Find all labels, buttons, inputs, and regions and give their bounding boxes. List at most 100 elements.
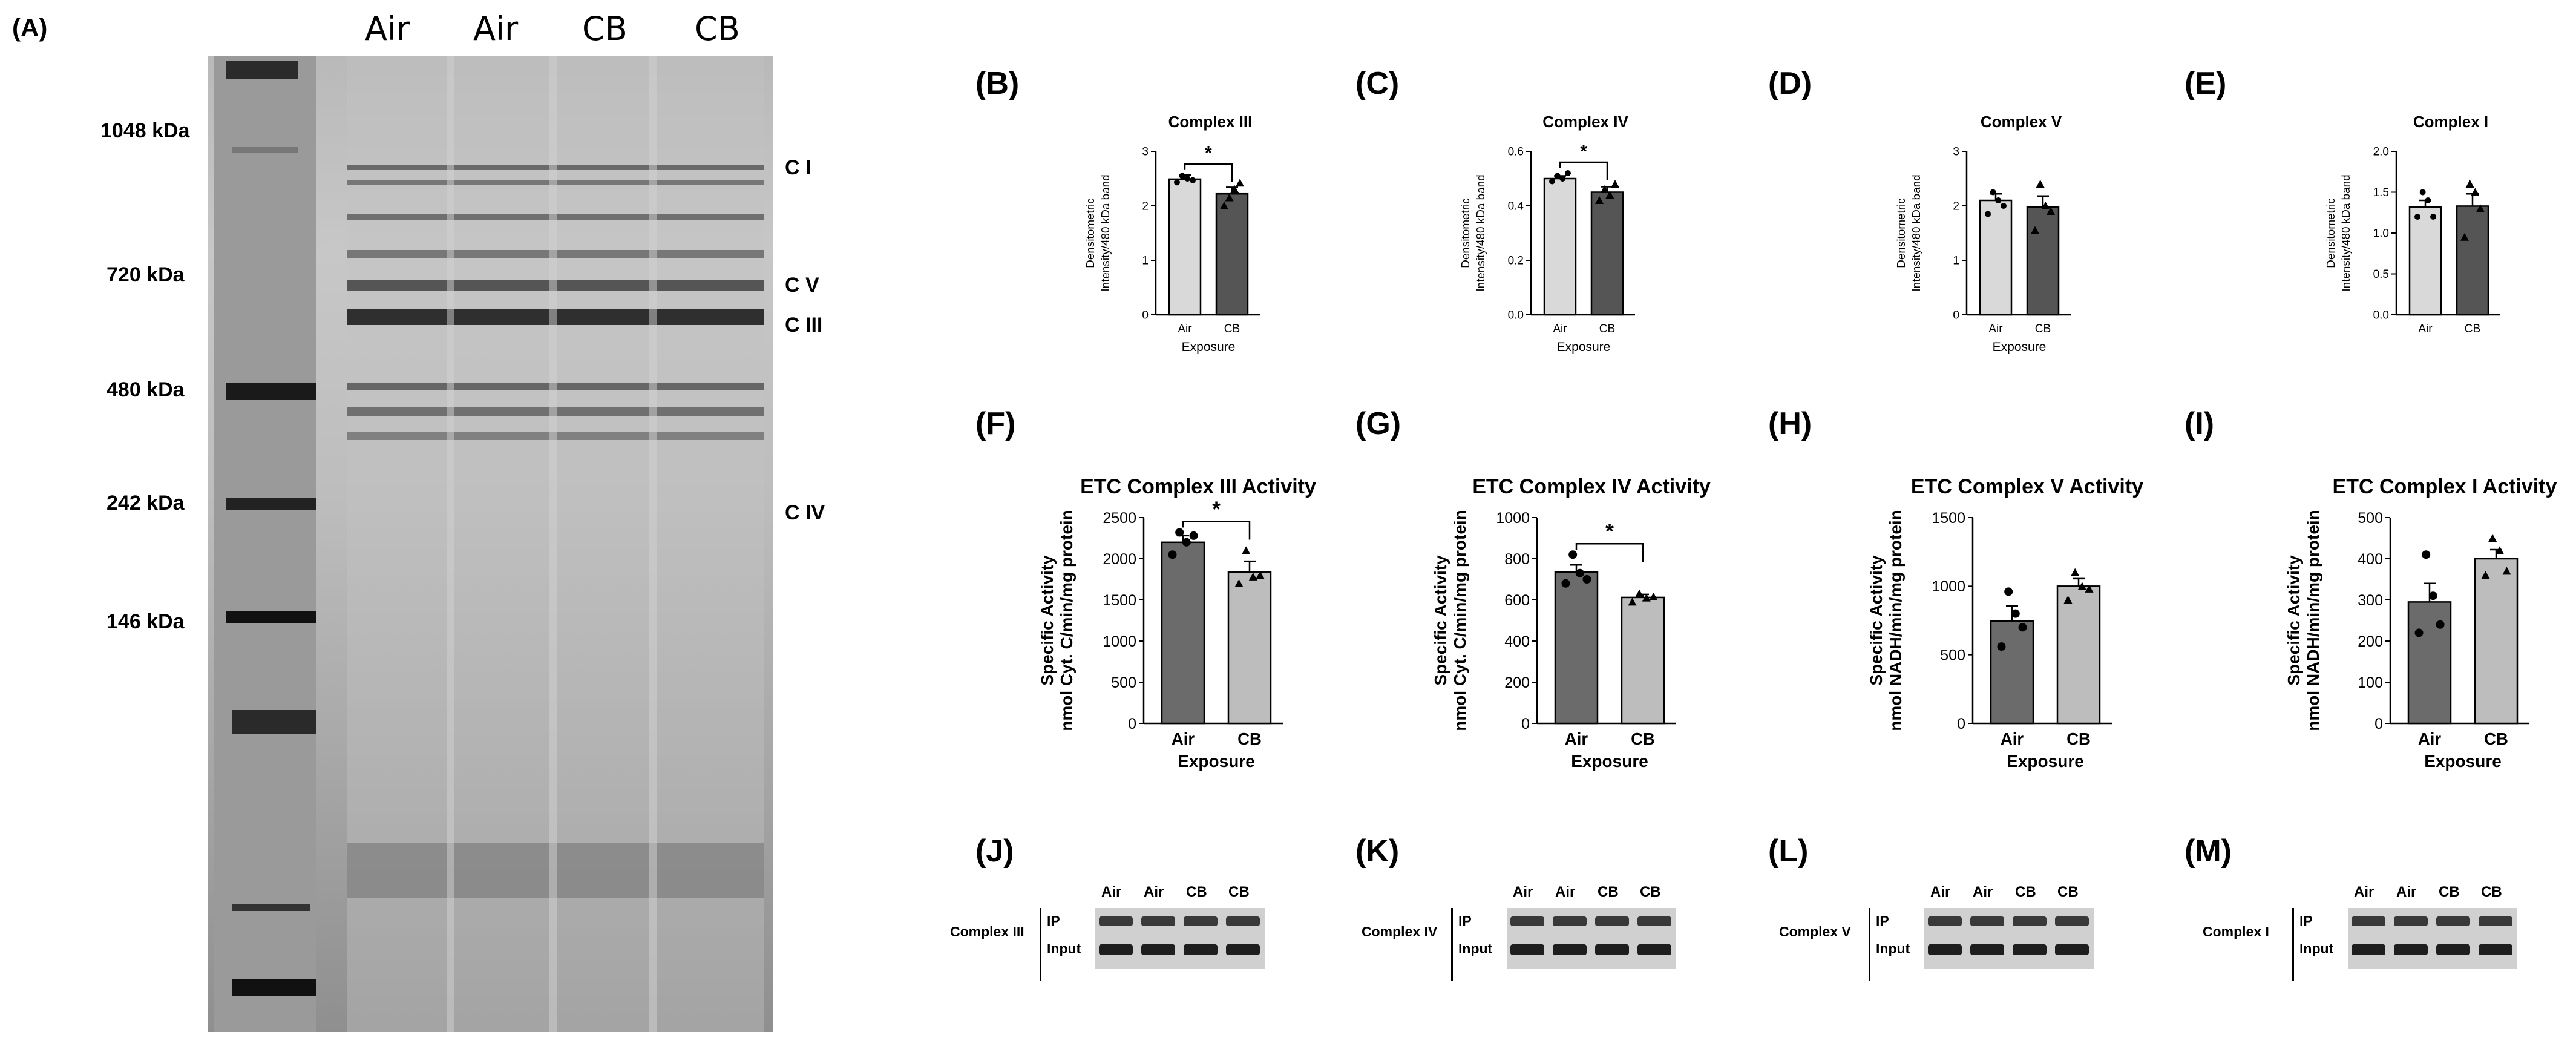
blot-band xyxy=(1099,916,1133,926)
y-axis-label: Densitometric xyxy=(1895,198,1908,268)
bar xyxy=(1590,191,1624,316)
blot-band xyxy=(2013,916,2047,926)
data-point xyxy=(1234,579,1244,587)
y-axis-label: Densitometric xyxy=(1460,198,1472,268)
blot-lane-label: Air xyxy=(2396,884,2417,900)
blot-row-label: IP xyxy=(2299,913,2313,929)
y-tick-label: 400 xyxy=(2358,551,2383,568)
data-point xyxy=(1642,593,1651,602)
data-point xyxy=(2031,226,2039,234)
blot-lane-label: CB xyxy=(2057,884,2079,900)
complex-tag: C IV xyxy=(785,501,825,524)
y-tick-label: 1000 xyxy=(1496,510,1530,527)
blot-complex-label: Complex IV xyxy=(1362,924,1438,939)
bar-chart-complex-v: Complex V 0 1 2 3 Densitometric Intensity/480 … xyxy=(1895,113,2071,354)
blot-lane-label: Air xyxy=(1513,884,1533,900)
mw-marker: 480 kDa xyxy=(107,378,185,401)
data-point xyxy=(1179,173,1185,179)
blot-band xyxy=(2394,944,2428,955)
y-axis-label: Densitometric xyxy=(1084,198,1097,268)
blot-band xyxy=(1553,944,1587,955)
bar xyxy=(2026,206,2060,316)
activity-chart-complex-iii: ETC Complex III Activity 0 500 1000 1500 2000… xyxy=(1038,475,1316,771)
blot-image xyxy=(1924,908,2094,969)
y-tick-label: 0.6 xyxy=(1508,146,1524,159)
y-tick-label: 1500 xyxy=(1103,592,1136,609)
complex-tag: C V xyxy=(785,274,819,297)
y-tick-label: 1000 xyxy=(1932,578,1965,595)
data-point xyxy=(1559,176,1566,182)
y-axis-label: Intensity/480 kDa band xyxy=(1910,174,1923,291)
y-tick-label: 0.4 xyxy=(1508,200,1524,213)
gel-bands xyxy=(214,56,764,1032)
y-tick-label: 500 xyxy=(2358,510,2383,527)
blot-lane-label: Air xyxy=(2354,884,2374,900)
data-point xyxy=(1242,546,1251,554)
data-point xyxy=(1649,592,1658,600)
blot-lane-label: CB xyxy=(1228,884,1250,900)
x-tick-label: CB xyxy=(1631,729,1655,748)
data-point xyxy=(2063,596,2073,604)
data-point xyxy=(2425,197,2431,203)
data-point xyxy=(1635,589,1644,597)
western-blot: Air Air CB CB Complex IV IP Input xyxy=(1362,884,1700,987)
blot-image xyxy=(1507,908,1676,969)
data-point xyxy=(2414,628,2424,637)
panel-label-h: (H) xyxy=(1768,406,1812,441)
panel-label-a: (A) xyxy=(12,13,48,42)
data-point xyxy=(2488,534,2497,542)
bar xyxy=(1554,571,1599,725)
x-tick-label: CB xyxy=(2035,323,2051,335)
y-tick-label: 1 xyxy=(1142,255,1149,268)
blot-band xyxy=(2055,916,2089,926)
data-point xyxy=(2502,567,2511,575)
y-tick-label: 0 xyxy=(2374,716,2383,732)
x-axis-label: Exposure xyxy=(1178,752,1255,771)
panel-label-e: (E) xyxy=(2184,66,2227,101)
x-tick-label: Air xyxy=(1553,323,1567,335)
y-axis-label: Intensity/480 kDa band xyxy=(2340,174,2353,291)
data-point xyxy=(1561,579,1570,588)
blot-row-label: Input xyxy=(1458,941,1493,956)
sample-lanes xyxy=(347,56,764,1032)
blot-band xyxy=(2479,916,2512,926)
blot-row-label: IP xyxy=(1876,913,1889,929)
blot-complex-label: Complex III xyxy=(950,924,1024,939)
blot-image xyxy=(1095,908,1265,969)
blot-lane-label: CB xyxy=(2481,884,2502,900)
data-point xyxy=(1175,528,1184,537)
y-tick-label: 1.0 xyxy=(2373,228,2389,240)
significance-bracket xyxy=(1559,161,1608,180)
data-point xyxy=(2001,203,2007,209)
blot-band xyxy=(1928,944,1962,955)
bar xyxy=(1543,177,1577,316)
data-point xyxy=(2471,188,2480,196)
blot-lane-label: CB xyxy=(2015,884,2036,900)
data-point xyxy=(1256,571,1265,579)
blot-lane-label: Air xyxy=(1144,884,1164,900)
bar xyxy=(1215,192,1249,316)
data-point xyxy=(1985,211,1991,217)
chart-title: ETC Complex V Activity xyxy=(1911,475,2143,498)
ladder-band xyxy=(226,498,316,510)
blot-divider xyxy=(1451,908,1453,981)
western-blot: Air Air CB CB Complex V IP Input xyxy=(1779,884,2118,987)
blot-band xyxy=(2436,944,2470,955)
blot-band xyxy=(1595,944,1629,955)
mw-marker: 146 kDa xyxy=(107,610,185,633)
y-tick-label: 100 xyxy=(2358,674,2383,691)
panel-label-g: (G) xyxy=(1355,406,1401,441)
activity-chart-complex-v: ETC Complex V Activity 0 500 1000 1500 Specif… xyxy=(1867,475,2143,771)
significance-star: * xyxy=(1205,143,1212,163)
data-point xyxy=(2004,587,2013,596)
y-tick-label: 1.5 xyxy=(2373,186,2389,199)
y-axis-label: Intensity/480 kDa band xyxy=(1100,174,1112,291)
blot-lane-label: CB xyxy=(1598,884,1619,900)
data-point xyxy=(1600,185,1609,193)
y-tick-label: 1000 xyxy=(1103,633,1136,650)
ladder-band xyxy=(226,383,316,400)
x-tick-label: CB xyxy=(2465,323,2480,335)
blot-lane-label: Air xyxy=(1930,884,1951,900)
ladder-band xyxy=(232,147,298,153)
data-point xyxy=(2481,571,2490,579)
